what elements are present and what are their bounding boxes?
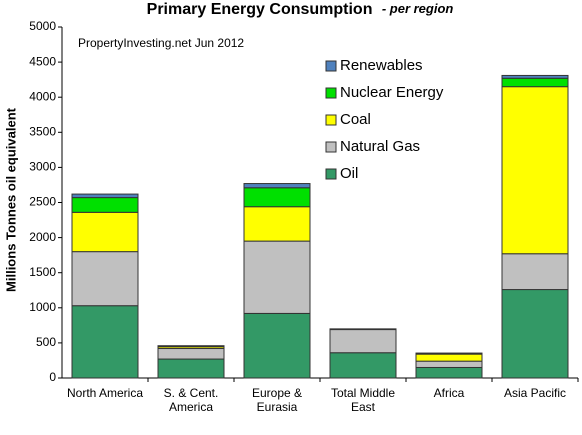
bar-segment <box>501 289 569 379</box>
bar-segment <box>243 206 311 242</box>
bar-segment <box>501 74 569 79</box>
y-tick-label: 0 <box>49 370 56 384</box>
bar-segment <box>415 353 483 362</box>
bar-segment <box>415 360 483 368</box>
legend-swatch <box>325 168 337 180</box>
bar-segment <box>415 366 483 379</box>
x-tick-label: Asia Pacific <box>503 386 567 400</box>
y-tick-label: 5000 <box>29 19 56 33</box>
bar-segment <box>329 329 397 354</box>
y-tick-label: 2000 <box>29 230 56 244</box>
legend-label: Oil <box>340 165 358 182</box>
legend-label: Renewables <box>340 57 423 74</box>
bar-segment <box>71 251 139 307</box>
chart-subtitle: - per region <box>382 1 454 16</box>
y-tick-label: 4000 <box>29 89 56 103</box>
bar-segment <box>501 253 569 291</box>
bar-segment <box>71 197 139 213</box>
bar-segment <box>243 183 311 189</box>
legend-label: Nuclear Energy <box>340 84 444 101</box>
y-tick-label: 2500 <box>29 195 56 209</box>
annotation: PropertyInvesting.net Jun 2012 <box>78 36 244 50</box>
bar-segment <box>243 187 311 208</box>
legend-swatch <box>325 114 337 126</box>
y-tick-label: 500 <box>36 335 56 349</box>
legend-label: Natural Gas <box>340 138 420 155</box>
x-tick-label: Europe & Eurasia <box>251 386 303 414</box>
bar-segment <box>71 211 139 253</box>
x-tick-label: Total Middle East <box>330 386 396 414</box>
bar-segment <box>71 193 139 199</box>
bar-segment <box>501 86 569 255</box>
bar-segment <box>329 352 397 379</box>
legend-swatch <box>325 60 337 72</box>
bar-segment <box>329 328 397 331</box>
x-tick-label: North America <box>66 386 144 400</box>
bar-segment <box>157 345 225 347</box>
legend-swatch <box>325 141 337 153</box>
x-tick-label: S. & Cent. America <box>163 386 219 414</box>
legend-swatch <box>325 87 337 99</box>
chart-title-group: Primary Energy Consumption - per region <box>147 1 454 18</box>
chart-title: Primary Energy Consumption <box>147 1 373 18</box>
bar-segment <box>157 358 225 379</box>
bar-segment <box>71 305 139 379</box>
y-tick-label: 1500 <box>29 265 56 279</box>
legend-label: Coal <box>340 111 371 128</box>
y-tick-label: 3500 <box>29 124 56 138</box>
y-axis-label: Millions Tonnes oil equivalent <box>3 107 18 292</box>
bar-segment <box>157 348 225 360</box>
y-tick-label: 1000 <box>29 300 56 314</box>
bar-segment <box>243 312 311 379</box>
y-tick-label: 3000 <box>29 160 56 174</box>
bar-segment <box>243 240 311 314</box>
x-tick-label: Africa <box>433 386 465 400</box>
bar-segment <box>501 77 569 88</box>
y-tick-label: 4500 <box>29 54 56 68</box>
